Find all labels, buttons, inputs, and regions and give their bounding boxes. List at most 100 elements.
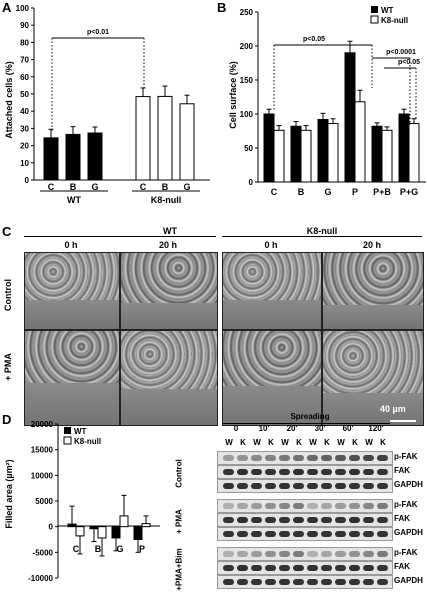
blot-band [223,483,234,489]
micrograph-wound-gap [323,393,423,425]
micrograph-0-2 [222,252,322,330]
chart-d-bar-0-0 [67,523,77,528]
blot-band [335,565,346,571]
blot-band [251,503,262,509]
blot-band [279,503,290,509]
blot-timepoint-1: 10' [258,424,270,433]
blot-band [237,517,248,523]
chart-d-ytick-label-0: -10000 [28,574,53,583]
blot-band [251,483,262,489]
chart-b-xlabel-1: B [298,187,305,197]
micrograph-1-0 [24,330,120,426]
chart-b-ytick-label-3: 150 [240,76,254,85]
micrograph-wound-gap [121,303,217,329]
blot-lane-label-4-1: K [352,438,358,447]
blot-band [265,579,276,585]
blot-band [279,531,290,537]
blot-timepoint-0: 0 [233,424,239,433]
micrograph-1-1 [120,330,218,426]
chart-a-xlabel-1-0: C [140,182,147,192]
blot-band [307,551,318,557]
blot-band [251,469,262,475]
blot-band [293,483,304,489]
blot-band [279,517,290,523]
blot-band [349,517,360,523]
chart-a-bar-0-2 [87,132,103,181]
blot-strip-0-0 [217,451,393,465]
micrograph-wound-gap [323,304,423,329]
chart-b-bar-0-0 [263,113,275,183]
blot-lane-label-4-0: W [337,438,345,447]
blot-band [349,551,360,557]
blot-band [251,579,262,585]
blot-lane-label-1-1: K [268,438,274,447]
chart-d-xlabel-2: G [116,544,123,554]
micrograph-0-0 [24,252,120,330]
chart-b-bar-0-2 [317,118,329,183]
blot-band [265,503,276,509]
chart-b-legend-k8-swatch [370,15,379,24]
blot-band [223,469,234,475]
blot-band [223,503,234,509]
panel-c-header-wt: WT [163,226,177,236]
blot-band [265,483,276,489]
chart-d-legend-k8: K8-null [74,437,101,446]
blot-band [377,551,388,557]
chart-b-xlabel-0: C [271,187,278,197]
blot-band-label-2-0: p-FAK [394,548,418,557]
chart-d-xlabel-0: C [73,544,80,554]
blot-band [307,503,318,509]
panel-c-divider-wt [24,236,216,237]
blot-lane-label-5-0: W [365,438,373,447]
blot-band [335,579,346,585]
blot-condition-1: + PMA [174,509,184,534]
blot-band [321,531,332,537]
blot-band [293,517,304,523]
panel-label-d: D [2,412,12,427]
blot-band [321,565,332,571]
blot-band [377,483,388,489]
blot-band [377,455,388,461]
blot-lane-label-1-0: W [253,438,261,447]
chart-d-bar-1-0 [75,526,85,537]
micrograph-cell-sheet [223,331,321,386]
blot-band [307,483,318,489]
chart-a-group-k8: K8-null [151,195,182,205]
blot-band [349,579,360,585]
blot-band [265,469,276,475]
panel-c-row-control: Control [3,279,13,311]
blot-strip-1-1 [217,513,393,527]
blot-band [349,483,360,489]
chart-b-bar-1-0 [273,129,285,183]
chart-d-bar-1-2 [119,515,129,528]
chart-d-xlabel-1: B [95,544,102,554]
blot-band [237,579,248,585]
chart-a: Attached cells (%) 0 10 20 30 40 50 60 70 80 90 10… [4,4,210,205]
blot-band [293,531,304,537]
chart-d-ylabel: Filled area (µm²) [4,459,14,528]
blot-band [363,455,374,461]
chart-a-ytick-label-4: 40 [20,107,29,116]
blot-band [251,565,262,571]
blot-band [377,503,388,509]
chart-a-xlabel-0-2: G [91,182,98,192]
chart-b-bar-0-3 [344,52,356,183]
micrograph-0-1 [120,252,218,330]
blot-band [363,517,374,523]
panel-c-row-pma: + PMA [3,353,13,381]
blot-band-label-1-0: p-FAK [394,500,418,509]
chart-a-group-wt: WT [67,195,81,205]
chart-b-bar-1-3 [354,101,366,183]
chart-b-legend-wt-swatch [371,6,378,13]
blot-strip-0-1 [217,465,393,479]
chart-d-bar-0-2 [111,526,121,539]
chart-a-ytick-label-1: 10 [20,159,29,168]
chart-a-xlabel-0-1: B [70,182,77,192]
blot-strip-1-2 [217,527,393,541]
blot-band [349,565,360,571]
blot-band [279,455,290,461]
chart-a-ytick-label-5: 50 [20,90,29,99]
blot-band [307,531,318,537]
chart-b-xlabel-5: P+G [400,187,418,197]
blot-band [321,551,332,557]
